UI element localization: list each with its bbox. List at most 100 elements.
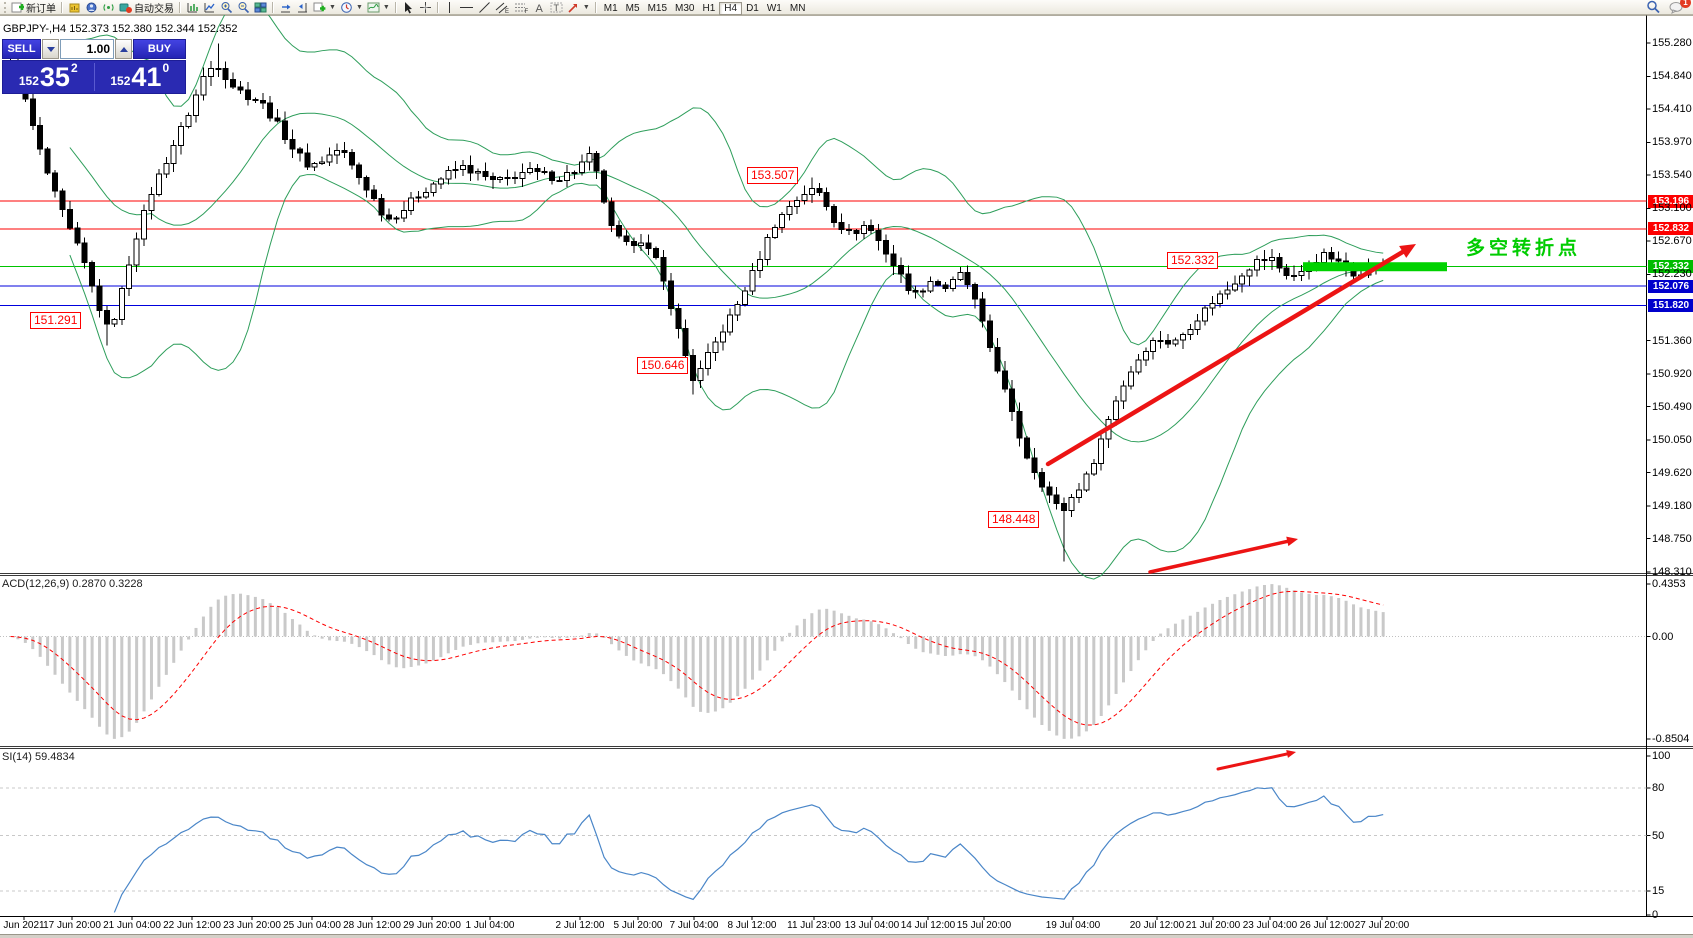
candle-body — [1335, 258, 1342, 262]
candle-body — [111, 319, 118, 325]
candle-body — [1009, 388, 1016, 413]
timeframe-W1-button[interactable]: W1 — [766, 3, 782, 14]
candle-body — [838, 221, 845, 230]
price-callout-152.332[interactable]: 152.332 — [1167, 252, 1219, 269]
fibonacci-button[interactable]: F — [512, 1, 531, 14]
candle-body — [912, 289, 919, 293]
navigator-button[interactable] — [83, 1, 100, 14]
price-callout-148.448[interactable]: 148.448 — [988, 511, 1040, 528]
sell-button[interactable]: SELL — [2, 39, 41, 59]
candle-body — [534, 167, 541, 172]
price-callout-153.507[interactable]: 153.507 — [747, 167, 799, 184]
candle-body — [512, 177, 519, 180]
vertical-line-button[interactable] — [442, 1, 457, 14]
rsi-arrow-head[interactable] — [1286, 749, 1296, 758]
lot-increase-button[interactable] — [115, 39, 132, 59]
candle-body — [252, 98, 259, 102]
timeframe-M1-button[interactable]: M1 — [603, 3, 618, 14]
timeframe-M5-button[interactable]: M5 — [625, 3, 640, 14]
cursor-button[interactable] — [400, 1, 417, 14]
time-axis-label: 1 Jul 04:00 — [465, 920, 515, 931]
candle-body — [474, 171, 481, 174]
trendline-button[interactable] — [476, 1, 493, 14]
lot-size-input[interactable]: 1.00 — [60, 39, 114, 59]
macd-arrow-head[interactable] — [1286, 536, 1298, 547]
candle-body — [1209, 303, 1216, 309]
price-axis-label: 150.490 — [1652, 400, 1692, 413]
search-button[interactable] — [1644, 0, 1662, 14]
notifications-button[interactable]: 1 — [1667, 0, 1691, 14]
time-axis-label: 8 Jul 12:00 — [727, 920, 777, 931]
candle-body — [304, 152, 311, 168]
market-watch-button[interactable] — [66, 1, 83, 14]
time-axis-label: 23 Jul 04:00 — [1242, 920, 1298, 931]
annotation-text[interactable]: 多空转折点 — [1466, 238, 1582, 259]
candle-body — [1150, 339, 1157, 352]
price-badge-152.332: 152.332 — [1648, 260, 1693, 274]
equidistant-channel-button[interactable]: E — [493, 1, 512, 14]
candle-body — [979, 298, 986, 322]
one-click-trading-panel: SELL 1.00 BUY 152 35 2 152 41 0 — [2, 39, 186, 94]
periods-button[interactable]: ▼ — [338, 1, 365, 14]
candle-body — [1142, 350, 1149, 361]
candle-body — [207, 68, 214, 77]
time-axis-label: 19 Jul 04:00 — [1045, 920, 1101, 931]
zoom-in-button[interactable] — [218, 1, 235, 14]
timeframe-M30-button[interactable]: M30 — [675, 3, 695, 14]
auto-scroll-button[interactable] — [277, 1, 294, 14]
text-button[interactable]: A — [531, 1, 548, 14]
time-axis-label: 26 Jul 12:00 — [1299, 920, 1355, 931]
autotrading-button[interactable]: 自动交易 — [117, 1, 176, 15]
tile-windows-button[interactable] — [252, 1, 269, 14]
candle-body — [274, 117, 281, 122]
time-axis-label: 29 Jun 20:00 — [403, 920, 461, 931]
rsi-axis-label: 15 — [1652, 885, 1665, 898]
candle-body — [935, 281, 941, 286]
timeframe-H4-button[interactable]: H4 — [719, 2, 743, 15]
line-chart-button[interactable] — [201, 1, 218, 14]
candle-body — [430, 183, 437, 193]
price-callout-150.646[interactable]: 150.646 — [637, 357, 689, 374]
trend-arrow-head[interactable] — [1399, 244, 1416, 258]
timeframe-M15-button[interactable]: M15 — [647, 3, 668, 14]
candle-body — [103, 310, 110, 325]
timeframe-H1-button[interactable]: H1 — [702, 3, 716, 14]
candle-body — [1031, 457, 1038, 473]
signals-icon — [103, 3, 114, 11]
add-indicator-button[interactable]: ▼ — [311, 1, 338, 14]
timeframe-MN-button[interactable]: MN — [789, 3, 806, 14]
templates-button[interactable]: ▼ — [365, 1, 392, 14]
rsi-arrow[interactable] — [1216, 751, 1293, 771]
lot-decrease-button[interactable] — [42, 39, 59, 59]
price-axis-label: 153.100 — [1652, 202, 1692, 215]
candle-body — [1283, 267, 1290, 276]
toolbar-right-group: 1 — [1644, 0, 1691, 14]
new-order-button[interactable]: 新订单 — [9, 1, 58, 15]
crosshair-button[interactable] — [417, 1, 434, 14]
trend-arrow[interactable] — [1045, 246, 1411, 467]
timeframe-D1-button[interactable]: D1 — [746, 3, 759, 14]
signals-button[interactable] — [100, 1, 117, 14]
macd-arrow[interactable] — [1148, 538, 1294, 574]
rsi-axis-label: 50 — [1652, 829, 1665, 842]
buy-button[interactable]: BUY — [133, 39, 186, 59]
price-callout-151.291[interactable]: 151.291 — [30, 312, 82, 329]
bar-chart-button[interactable] — [184, 1, 201, 14]
text-label-button[interactable]: T — [548, 1, 565, 14]
candle-body — [1239, 275, 1246, 285]
ask-price: 152 41 0 — [95, 61, 186, 93]
candle-body — [215, 68, 222, 71]
horizontal-line-button[interactable] — [457, 1, 476, 14]
candle-body — [801, 193, 808, 201]
timeframe-toolbar: M1 M5 M15 M30 H1 H4 D1 W1 MN — [600, 0, 810, 16]
zoom-out-button[interactable] — [235, 1, 252, 14]
candle-body — [1224, 289, 1231, 295]
chart-shift-button[interactable] — [294, 1, 311, 14]
candle-body — [1127, 371, 1134, 387]
macd-axis-label: 0.00 — [1652, 630, 1674, 643]
candle-body — [1090, 462, 1097, 475]
arrows-button[interactable]: ▼ — [565, 1, 592, 14]
candle-body — [794, 199, 801, 208]
dropdown-arrow-icon: ▼ — [355, 3, 363, 11]
